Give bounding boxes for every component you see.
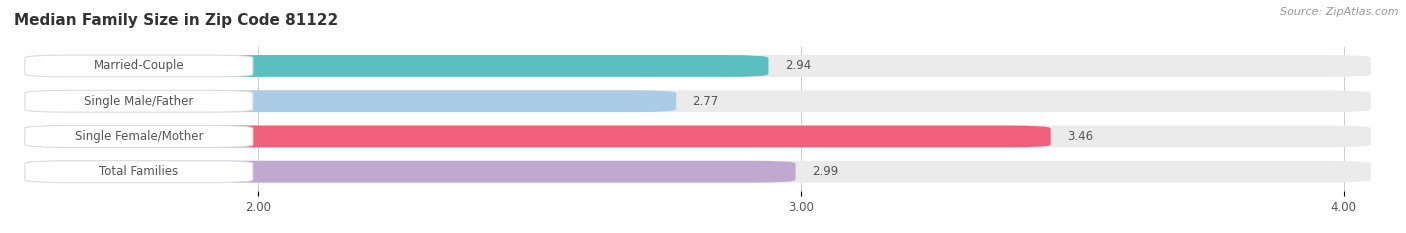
Text: Total Families: Total Families (100, 165, 179, 178)
Text: Single Female/Mother: Single Female/Mother (75, 130, 202, 143)
Text: Source: ZipAtlas.com: Source: ZipAtlas.com (1281, 7, 1399, 17)
FancyBboxPatch shape (25, 161, 253, 183)
FancyBboxPatch shape (25, 90, 253, 112)
FancyBboxPatch shape (25, 55, 769, 77)
FancyBboxPatch shape (25, 161, 796, 183)
FancyBboxPatch shape (25, 55, 1371, 77)
Text: 2.94: 2.94 (785, 59, 811, 72)
FancyBboxPatch shape (25, 126, 253, 147)
Text: 2.99: 2.99 (811, 165, 838, 178)
FancyBboxPatch shape (25, 161, 1371, 183)
FancyBboxPatch shape (25, 126, 1371, 147)
Text: Median Family Size in Zip Code 81122: Median Family Size in Zip Code 81122 (14, 13, 339, 28)
Text: 3.46: 3.46 (1067, 130, 1092, 143)
FancyBboxPatch shape (25, 55, 253, 77)
Text: Single Male/Father: Single Male/Father (84, 95, 194, 108)
FancyBboxPatch shape (25, 90, 676, 112)
Text: Married-Couple: Married-Couple (94, 59, 184, 72)
Text: 2.77: 2.77 (692, 95, 718, 108)
FancyBboxPatch shape (25, 126, 1050, 147)
FancyBboxPatch shape (25, 90, 1371, 112)
